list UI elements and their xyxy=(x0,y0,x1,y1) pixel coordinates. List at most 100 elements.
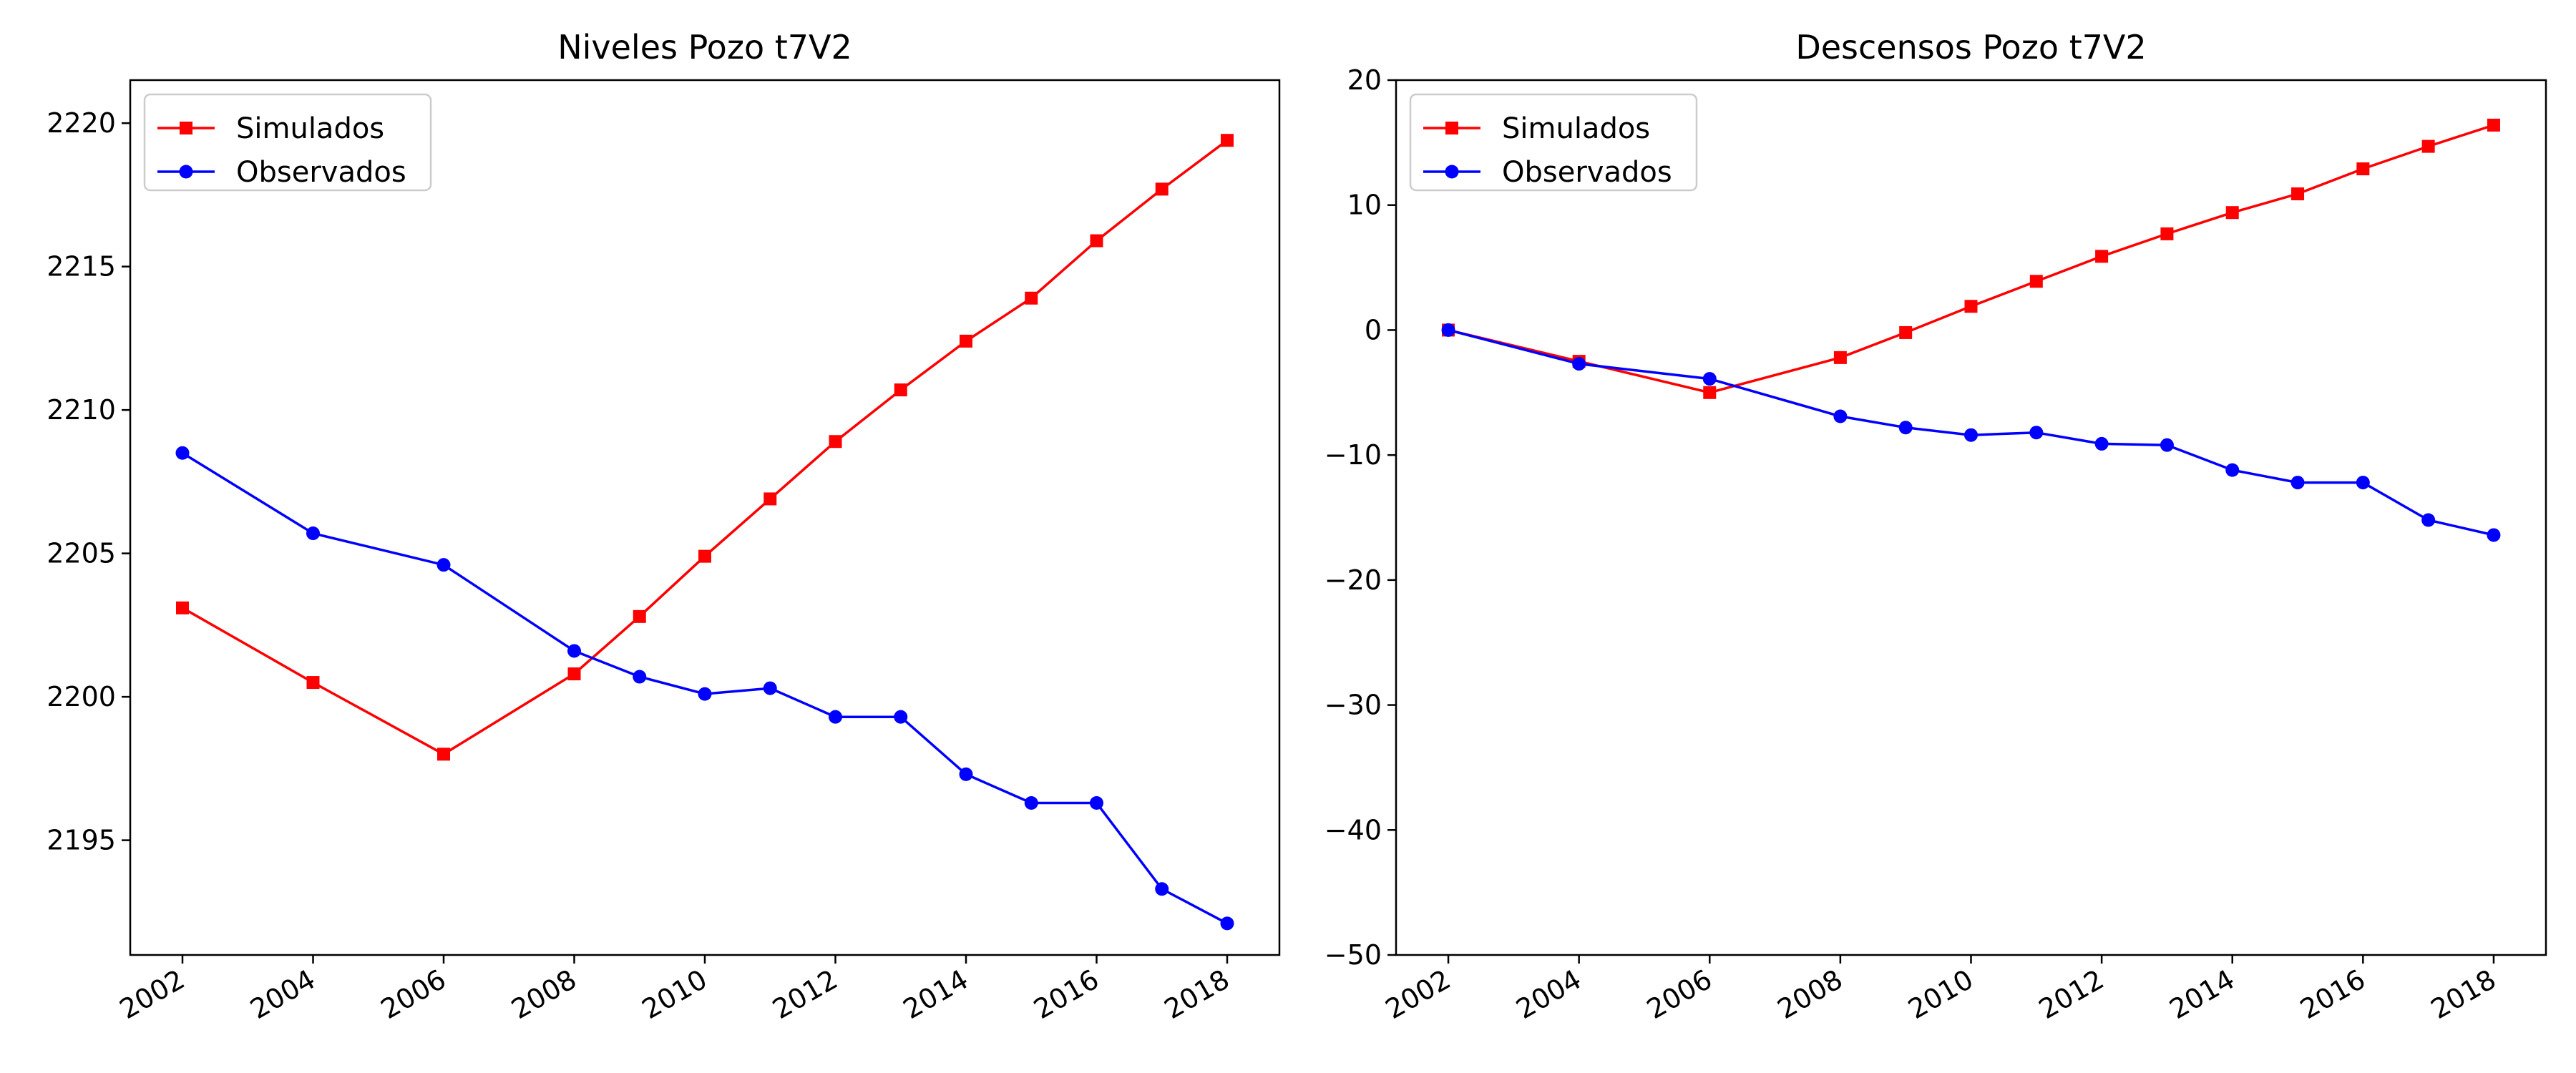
series-line-simulados xyxy=(1448,124,2494,394)
data-point xyxy=(1702,372,1717,386)
data-point xyxy=(959,767,973,781)
data-point xyxy=(436,558,451,572)
data-point xyxy=(2160,438,2174,452)
y-tick-label: −30 xyxy=(1324,690,1382,721)
data-point xyxy=(1899,325,1913,339)
legend-label: Observados xyxy=(1502,156,1672,189)
legend-label: Simulados xyxy=(236,112,384,145)
data-point xyxy=(2487,118,2500,132)
data-point xyxy=(2225,463,2240,477)
y-tick-label: 2200 xyxy=(47,681,116,712)
data-point xyxy=(1090,795,1103,810)
y-tick-label: 20 xyxy=(1347,64,1382,96)
data-point xyxy=(2029,426,2044,440)
data-point xyxy=(567,644,581,658)
data-point xyxy=(2421,139,2435,153)
data-point xyxy=(763,681,777,695)
series-line-observados xyxy=(1448,328,2494,536)
x-tick-label: 2016 xyxy=(2295,964,2371,1025)
data-point xyxy=(1155,882,1169,896)
y-tick-label: −40 xyxy=(1324,814,1382,846)
data-point xyxy=(176,601,189,614)
data-point xyxy=(1220,916,1234,931)
data-point xyxy=(894,383,907,397)
data-point xyxy=(698,687,712,701)
data-point xyxy=(2421,513,2436,527)
data-point xyxy=(1964,428,1978,442)
x-tick-label: 2012 xyxy=(2034,964,2109,1025)
data-point xyxy=(306,676,320,690)
data-point xyxy=(960,334,972,348)
series-line-simulados xyxy=(182,139,1229,756)
x-tick-label: 2002 xyxy=(1380,964,1456,1025)
x-tick-label: 2004 xyxy=(245,964,321,1025)
legend: Simulados Observados xyxy=(143,93,432,192)
data-point xyxy=(698,549,711,563)
data-point xyxy=(1090,234,1103,248)
data-point xyxy=(2356,476,2370,490)
chart-niveles: Niveles Pozo t7V2 2002 2004 2006 2008 2010 201… xyxy=(47,28,1281,1025)
y-tick-label: 2205 xyxy=(47,538,116,569)
data-point xyxy=(2029,275,2043,288)
data-point xyxy=(633,609,646,623)
data-point xyxy=(1155,182,1169,196)
data-point xyxy=(1964,300,1978,313)
series-line-observados xyxy=(182,451,1228,925)
x-tick-label: 2014 xyxy=(2164,964,2240,1025)
data-point xyxy=(567,667,581,681)
plot-frame xyxy=(1395,79,2547,956)
y-tick-label: 10 xyxy=(1347,190,1382,221)
data-point xyxy=(763,492,777,506)
data-point xyxy=(437,748,450,761)
legend-marker xyxy=(1445,165,1459,179)
data-point xyxy=(1441,323,1455,337)
x-tick-label: 2006 xyxy=(1641,964,1717,1025)
data-point xyxy=(2225,206,2239,220)
data-point xyxy=(2160,227,2174,240)
data-point xyxy=(829,435,842,449)
data-point xyxy=(829,710,842,724)
x-tick-label: 2018 xyxy=(1159,964,1235,1025)
chart-title: Descensos Pozo t7V2 xyxy=(1795,28,2146,67)
y-tick-label: −10 xyxy=(1324,439,1382,471)
data-point xyxy=(2290,476,2305,490)
plot-frame xyxy=(129,79,1281,956)
y-tick-label: −50 xyxy=(1324,939,1382,971)
data-point xyxy=(2291,187,2305,200)
data-point xyxy=(1221,134,1234,147)
data-point xyxy=(1833,409,1848,423)
legend-marker xyxy=(180,122,192,134)
data-point xyxy=(1025,291,1038,305)
legend-marker xyxy=(1445,122,1458,134)
x-tick-label: 2010 xyxy=(1903,964,1979,1025)
data-point xyxy=(2356,162,2370,176)
x-tick-label: 2002 xyxy=(114,964,190,1025)
data-point xyxy=(2095,250,2109,263)
y-tick-label: 2195 xyxy=(47,825,116,856)
chart-title: Niveles Pozo t7V2 xyxy=(557,28,852,67)
x-tick-label: 2014 xyxy=(898,964,974,1025)
legend-label: Simulados xyxy=(1502,112,1650,145)
x-tick-label: 2016 xyxy=(1028,964,1104,1025)
y-tick-label: 2210 xyxy=(47,394,116,426)
data-point xyxy=(175,446,190,460)
x-tick-label: 2006 xyxy=(376,964,452,1025)
x-tick-label: 2018 xyxy=(2426,964,2502,1025)
data-point xyxy=(1898,421,1913,435)
data-point xyxy=(1703,386,1717,399)
y-tick-label: 0 xyxy=(1365,314,1382,346)
data-point xyxy=(306,526,320,541)
data-point xyxy=(1024,795,1038,810)
data-point xyxy=(2487,528,2501,542)
data-point xyxy=(894,710,908,724)
x-tick-label: 2010 xyxy=(637,964,713,1025)
x-tick-label: 2008 xyxy=(506,964,582,1025)
legend-box xyxy=(1409,93,1698,192)
data-point xyxy=(633,670,647,684)
data-point xyxy=(1572,357,1586,371)
data-point xyxy=(2094,436,2109,451)
x-tick-label: 2012 xyxy=(767,964,843,1025)
x-tick-label: 2004 xyxy=(1511,964,1586,1025)
